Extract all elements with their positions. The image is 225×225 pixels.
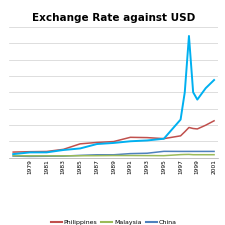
Legend: Philippines, Malaysia, China: Philippines, Malaysia, China [48,217,179,225]
Title: Exchange Rate against USD: Exchange Rate against USD [32,14,195,23]
